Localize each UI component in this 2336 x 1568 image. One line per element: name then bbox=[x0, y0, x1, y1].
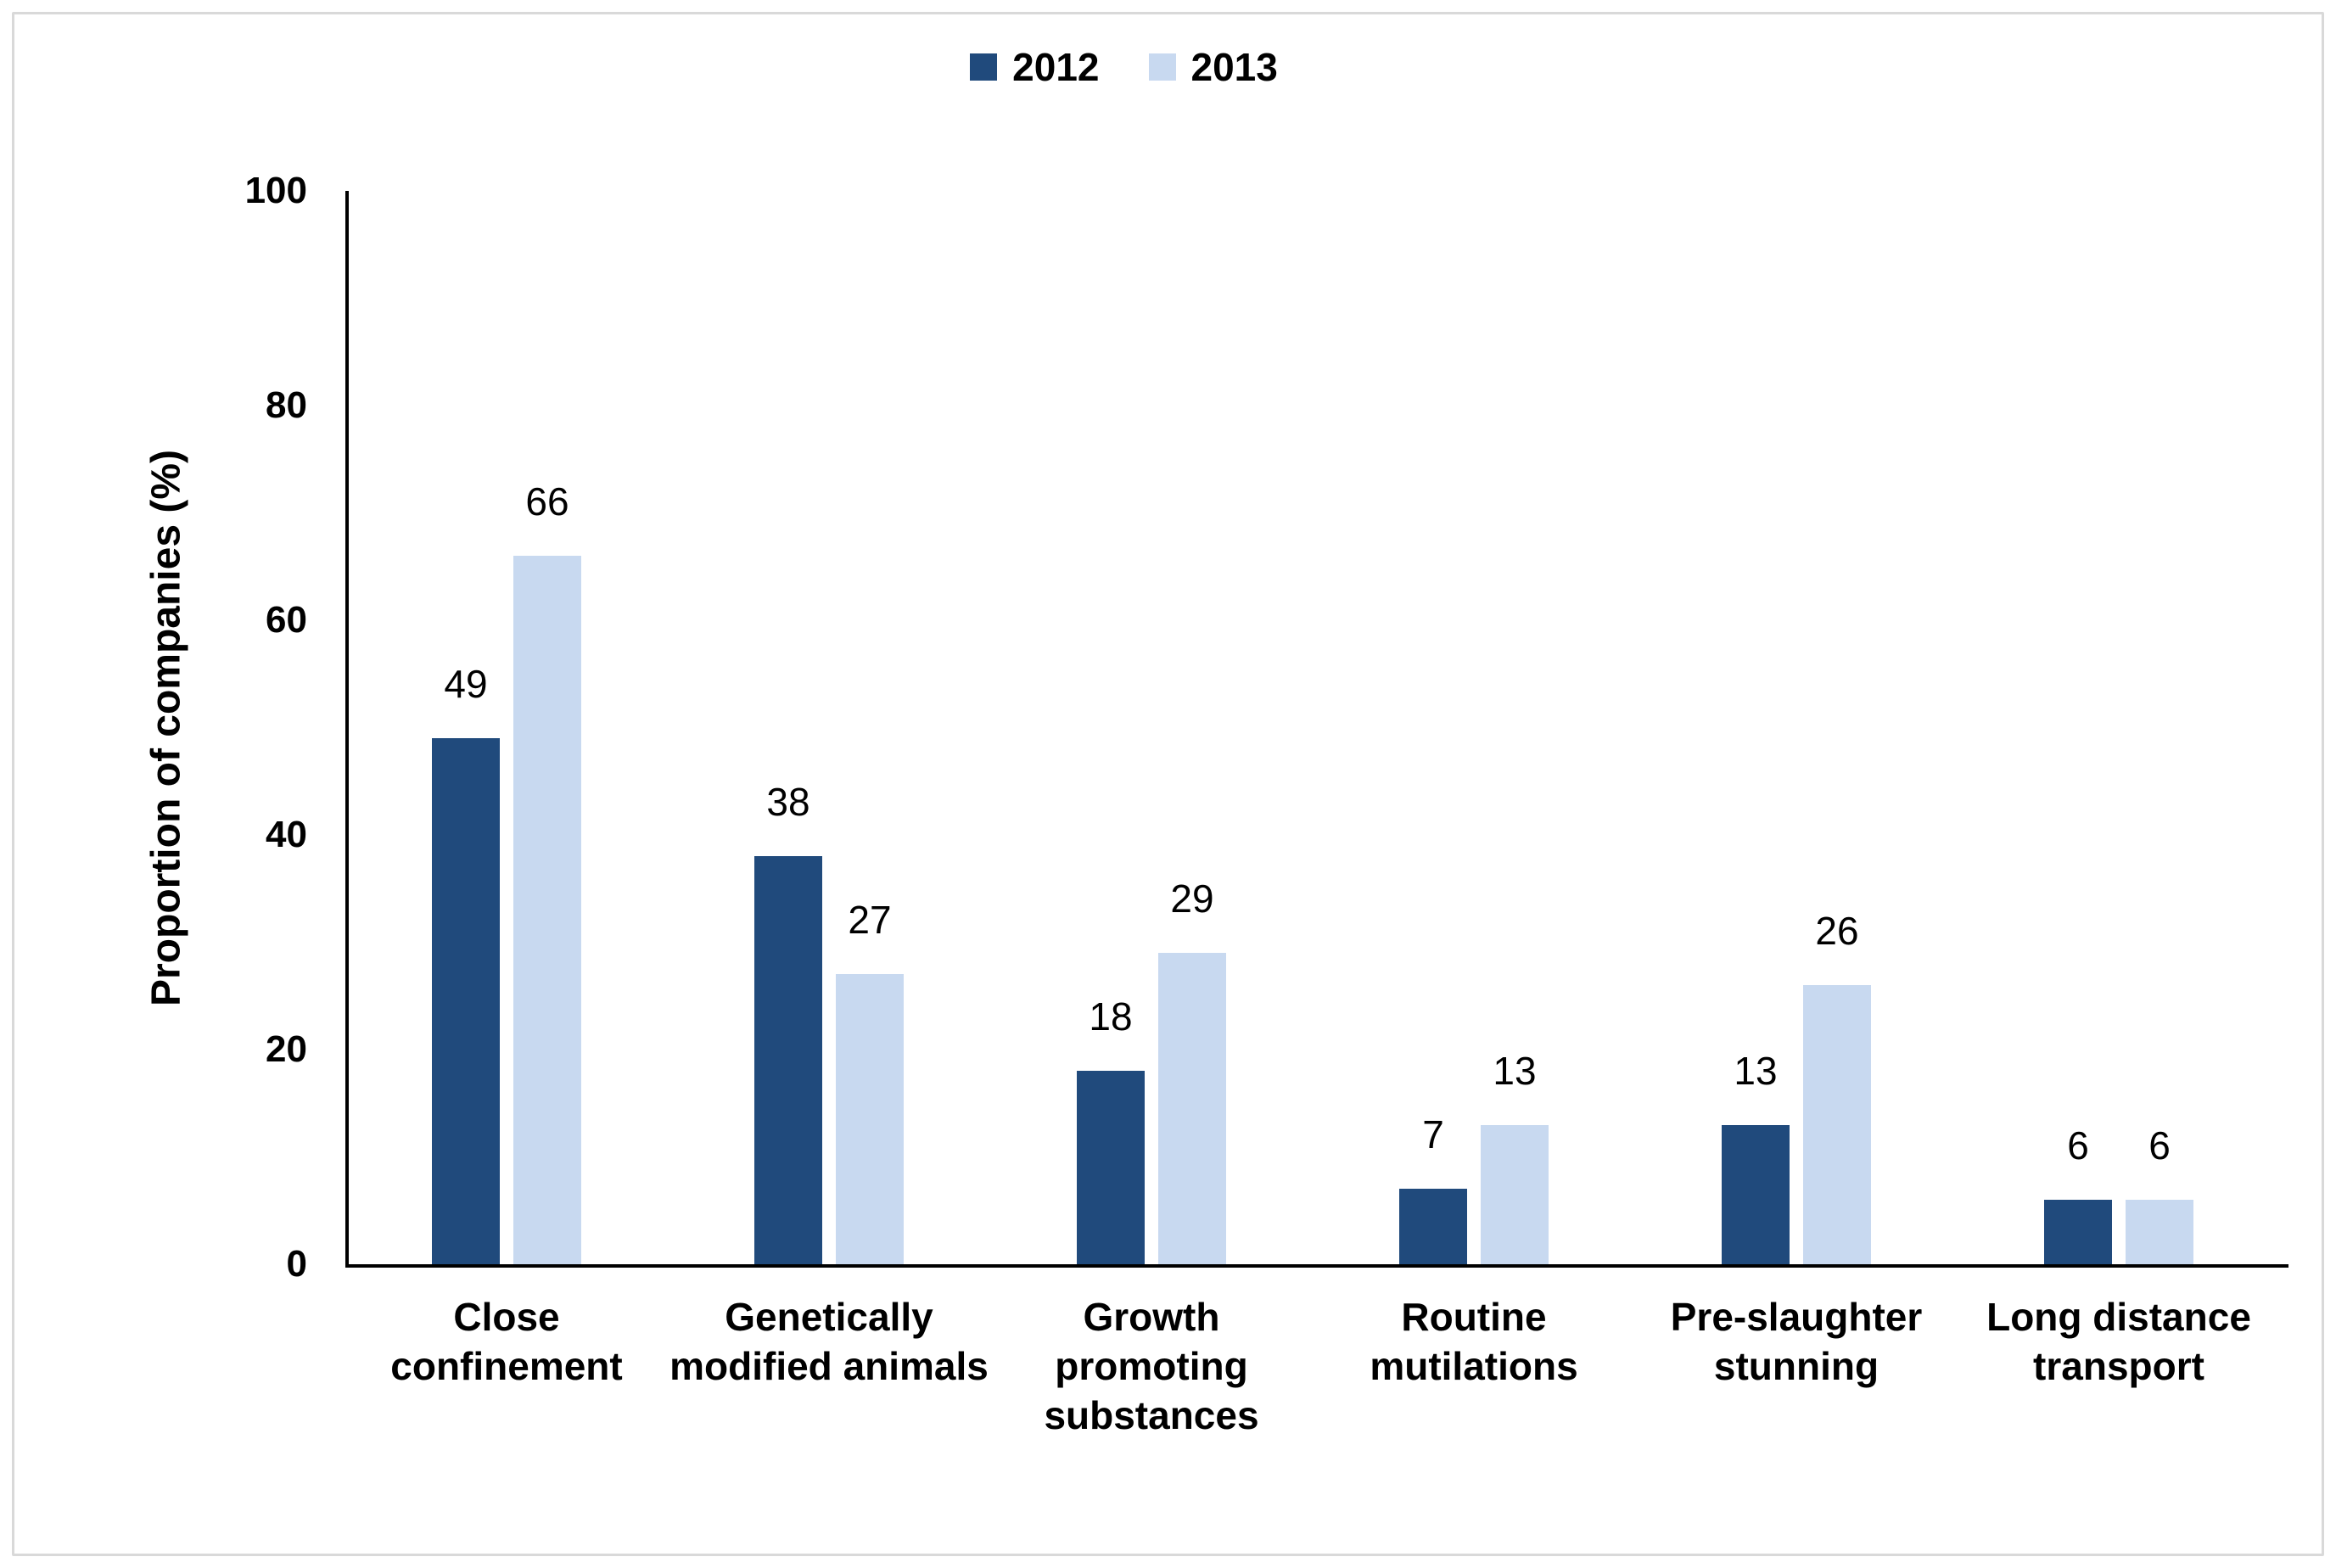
bar-2013-long-distance-transport bbox=[2126, 1200, 2193, 1264]
bar-2013-close-confinement bbox=[513, 556, 581, 1264]
bar-value-label: 49 bbox=[444, 662, 488, 707]
bar-value-label: 18 bbox=[1089, 994, 1133, 1039]
bar-value-label: 29 bbox=[1170, 876, 1214, 921]
category-label-genetically-modified-animals: Genetically modified animals bbox=[669, 1295, 989, 1388]
category-label-close-confinement: Close confinement bbox=[390, 1295, 623, 1388]
bar-2013-routine-mutilations bbox=[1481, 1124, 1549, 1264]
bar-value-label: 27 bbox=[848, 898, 892, 943]
category-label-routine-mutilations: Routine mutilations bbox=[1370, 1295, 1578, 1388]
category-label-growth-promoting-substances: Growth promoting substances bbox=[1044, 1295, 1259, 1437]
bar-value-label: 66 bbox=[525, 479, 569, 524]
y-tick-label: 20 bbox=[266, 1028, 307, 1070]
bar-value-label: 6 bbox=[2067, 1123, 2089, 1168]
legend-swatch-icon bbox=[1148, 53, 1176, 81]
bar-value-label: 13 bbox=[1493, 1048, 1537, 1093]
bar-2013-genetically-modified-animals bbox=[836, 974, 904, 1264]
bar-2012-routine-mutilations bbox=[1399, 1189, 1467, 1264]
y-tick-label: 80 bbox=[266, 384, 307, 426]
legend-label: 2013 bbox=[1190, 45, 1278, 89]
bar-2013-pre-slaughter-stunning bbox=[1803, 985, 1871, 1264]
chart-frame bbox=[12, 12, 2324, 1556]
bar-value-label: 6 bbox=[2148, 1123, 2171, 1168]
legend: 2012 2013 bbox=[0, 44, 2292, 90]
bar-value-label: 38 bbox=[766, 780, 810, 825]
bar-2012-long-distance-transport bbox=[2044, 1200, 2112, 1264]
legend-item-2013: 2013 bbox=[1148, 44, 1278, 90]
bar-2012-growth-promoting-substances bbox=[1077, 1071, 1145, 1264]
bar-2012-genetically-modified-animals bbox=[754, 856, 822, 1264]
x-axis-line bbox=[345, 1264, 2288, 1268]
legend-swatch-icon bbox=[970, 53, 998, 81]
category-label-long-distance-transport: Long distance transport bbox=[1986, 1295, 2251, 1388]
legend-label: 2012 bbox=[1012, 45, 1100, 89]
bar-value-label: 7 bbox=[1422, 1112, 1444, 1157]
y-tick-label: 40 bbox=[266, 814, 307, 855]
y-tick-label: 0 bbox=[286, 1243, 307, 1285]
bar-2013-growth-promoting-substances bbox=[1158, 953, 1226, 1264]
y-axis-title: Proportion of companies (%) bbox=[143, 449, 189, 1007]
y-tick-label: 100 bbox=[244, 170, 307, 211]
legend-item-2012: 2012 bbox=[970, 44, 1100, 90]
bar-2012-pre-slaughter-stunning bbox=[1722, 1124, 1790, 1264]
bar-value-label: 13 bbox=[1734, 1048, 1778, 1093]
category-label-pre-slaughter-stunning: Pre-slaughter stunning bbox=[1670, 1295, 1923, 1388]
y-axis-line bbox=[345, 191, 349, 1268]
bar-2012-close-confinement bbox=[432, 738, 500, 1264]
y-tick-label: 60 bbox=[266, 599, 307, 641]
bar-value-label: 26 bbox=[1815, 909, 1859, 954]
